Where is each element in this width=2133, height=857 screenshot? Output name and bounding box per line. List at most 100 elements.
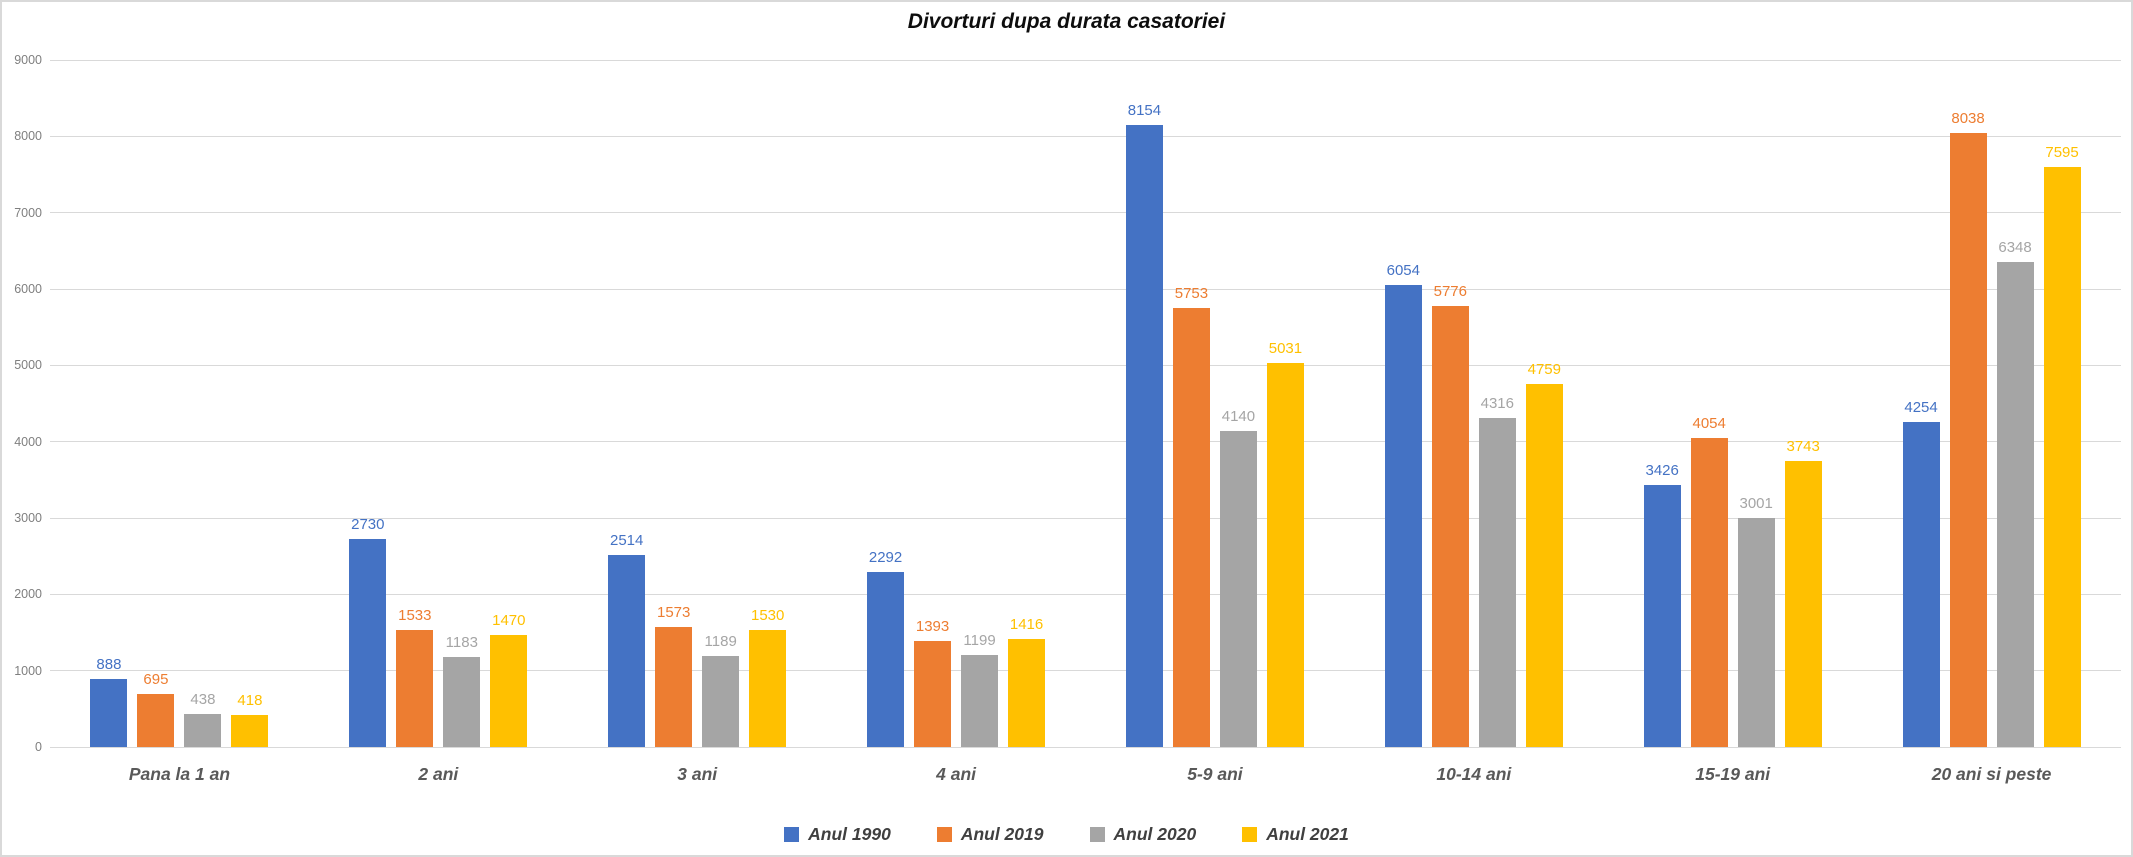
bar-anul-2021-7 — [1784, 461, 1822, 747]
y-axis-tick-label: 5000 — [14, 358, 42, 373]
x-axis-category-label: 10-14 ani — [1436, 764, 1512, 784]
bar-anul-2021-5 — [1266, 362, 1304, 747]
bar-anul-2021-2 — [490, 634, 528, 747]
bar-anul-2020-4 — [961, 655, 999, 747]
bar-value-label: 4254 — [1904, 399, 1938, 417]
bar-anul-1990-1 — [90, 679, 128, 747]
bar-value-label: 1533 — [398, 606, 432, 624]
bar-value-label: 4759 — [1527, 360, 1561, 378]
bar-value-label: 1470 — [492, 611, 526, 629]
x-axis-category-label: 2 ani — [418, 764, 459, 784]
bar-value-label: 5753 — [1174, 284, 1209, 302]
x-axis-category-label: 5-9 ani — [1187, 764, 1243, 784]
bar-anul-2020-1 — [184, 713, 222, 747]
bar-anul-2021-6 — [1525, 383, 1563, 747]
bar-anul-1990-8 — [1902, 422, 1940, 747]
bar-anul-2019-2 — [396, 629, 434, 747]
legend-swatch-icon — [1242, 827, 1258, 842]
bar-value-label: 2730 — [351, 515, 385, 533]
bar-value-label: 3426 — [1645, 462, 1679, 480]
bar-anul-2021-3 — [749, 630, 787, 747]
x-axis-category-label: 15-19 ani — [1695, 764, 1771, 784]
y-axis-tick-label: 9000 — [14, 53, 42, 67]
legend-label: Anul 2020 — [1113, 824, 1197, 844]
y-axis-tick-label: 7000 — [14, 205, 42, 220]
bar-value-label: 7595 — [2045, 144, 2079, 162]
gridline — [50, 441, 2121, 443]
x-axis-category-label: 4 ani — [936, 764, 977, 784]
bar-anul-2020-8 — [1996, 262, 2034, 747]
legend-label: Anul 1990 — [808, 824, 891, 844]
legend-swatch-icon — [784, 827, 800, 842]
legend-swatch-icon — [936, 827, 952, 842]
x-axis-category-label: 20 ani si peste — [1931, 764, 2052, 784]
y-axis-tick-label: 8000 — [14, 129, 42, 144]
bar-value-label: 1183 — [445, 633, 478, 651]
bar-anul-2020-5 — [1219, 430, 1257, 747]
bar-value-label: 6348 — [1998, 239, 2032, 257]
bar-anul-2019-7 — [1690, 437, 1728, 747]
bar-value-label: 1416 — [1009, 615, 1044, 633]
gridline — [50, 288, 2121, 290]
gridline — [50, 593, 2121, 595]
bar-value-label: 8038 — [1951, 110, 1985, 128]
y-axis-tick-label: 0 — [35, 740, 42, 754]
chart-title: Divorturi dupa durata casatoriei — [907, 10, 1226, 33]
bar-value-label: 2292 — [868, 549, 903, 567]
bar-anul-1990-5 — [1125, 124, 1163, 747]
bar-anul-2021-1 — [231, 715, 269, 747]
bar-value-label: 1530 — [751, 607, 785, 625]
bar-anul-2019-3 — [655, 626, 693, 747]
y-axis-tick-label: 4000 — [14, 434, 42, 449]
bar-anul-2019-5 — [1172, 307, 1210, 747]
legend-item-anul-2021: Anul 2021 — [1242, 824, 1349, 845]
bar-value-label: 1189 — [704, 633, 737, 651]
y-axis-tick-label: 3000 — [14, 511, 42, 525]
gridline — [50, 670, 2121, 672]
bar-anul-1990-4 — [867, 572, 905, 747]
bar-anul-2019-8 — [1949, 133, 1987, 747]
bar-anul-2020-3 — [702, 656, 740, 747]
bar-value-label: 1199 — [963, 632, 996, 650]
bar-anul-2019-1 — [137, 693, 175, 747]
x-axis-category-label: 3 ani — [677, 764, 718, 784]
bar-value-label: 5031 — [1268, 339, 1303, 357]
bar-value-label: 888 — [96, 656, 122, 674]
gridline — [50, 59, 2121, 61]
legend-label: Anul 2019 — [960, 824, 1044, 844]
x-axis-category-label: Pana la 1 an — [128, 764, 231, 784]
bar-value-label: 4054 — [1692, 414, 1726, 432]
bar-anul-2019-6 — [1431, 306, 1469, 747]
bar-value-label: 438 — [190, 690, 216, 708]
bar-value-label: 2514 — [610, 532, 644, 550]
bar-anul-2020-6 — [1478, 417, 1516, 747]
gridline — [50, 212, 2121, 214]
gridline — [50, 364, 2121, 366]
bar-value-label: 6054 — [1386, 261, 1420, 279]
bar-value-label: 695 — [143, 670, 169, 688]
gridline — [50, 135, 2121, 137]
bar-value-label: 1393 — [915, 617, 950, 635]
gridline — [50, 746, 2121, 748]
legend-item-anul-2020: Anul 2020 — [1089, 824, 1197, 845]
bar-value-label: 4140 — [1221, 407, 1256, 425]
bar-value-label: 3743 — [1786, 438, 1820, 456]
bar-anul-1990-7 — [1643, 485, 1681, 747]
legend-swatch-icon — [1089, 827, 1105, 842]
bar-value-label: 5776 — [1433, 283, 1467, 301]
bar-value-label: 1573 — [657, 603, 691, 621]
bar-anul-2020-7 — [1737, 517, 1775, 747]
bar-value-label: 418 — [237, 692, 263, 710]
legend-item-anul-2019: Anul 2019 — [936, 824, 1044, 845]
legend: Anul 1990 Anul 2019 Anul 2020 Anul 2021 — [2, 824, 2131, 845]
bar-anul-2021-8 — [2043, 167, 2081, 747]
y-axis-tick-label: 6000 — [14, 282, 42, 296]
legend-item-anul-1990: Anul 1990 — [784, 824, 891, 845]
y-axis-tick-label: 1000 — [14, 663, 42, 678]
bar-anul-1990-3 — [608, 555, 646, 747]
bar-anul-1990-6 — [1384, 284, 1422, 747]
bar-anul-2020-2 — [443, 656, 481, 747]
gridline — [50, 517, 2121, 519]
bar-anul-1990-2 — [349, 538, 387, 747]
